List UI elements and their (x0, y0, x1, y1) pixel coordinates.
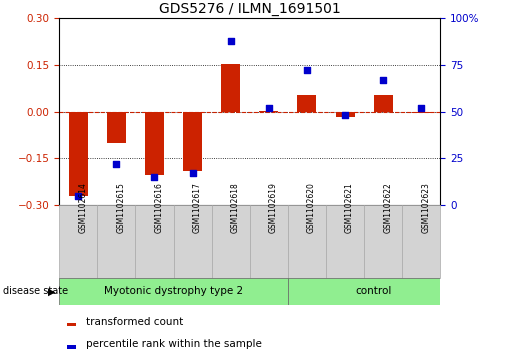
Bar (373, 95, 392, 112)
Bar (97, 205, 135, 278)
Bar (135, 205, 174, 278)
Bar (67, 345, 76, 348)
Point (417, 105, 425, 111)
Bar (174, 205, 212, 278)
Bar (335, 112, 354, 117)
Text: ▶: ▶ (48, 286, 56, 296)
Text: GSM1102623: GSM1102623 (421, 182, 430, 233)
Title: GDS5276 / ILMN_1691501: GDS5276 / ILMN_1691501 (159, 2, 340, 16)
Text: control: control (355, 286, 392, 296)
Point (341, 113, 349, 118)
Point (74, 193, 82, 199)
Text: Myotonic dystrophy type 2: Myotonic dystrophy type 2 (104, 286, 243, 296)
Bar (326, 205, 364, 278)
Bar (288, 278, 459, 305)
Text: GSM1102618: GSM1102618 (231, 182, 239, 233)
Point (188, 170, 197, 176)
Text: GSM1102617: GSM1102617 (193, 182, 201, 233)
Bar (68, 112, 88, 196)
Bar (107, 112, 126, 143)
Text: transformed count: transformed count (86, 317, 183, 327)
Bar (59, 278, 288, 305)
Text: GSM1102620: GSM1102620 (307, 182, 316, 233)
Text: GSM1102621: GSM1102621 (345, 182, 354, 233)
Text: GSM1102622: GSM1102622 (383, 182, 392, 233)
Bar (364, 205, 402, 278)
Point (112, 161, 121, 167)
Bar (402, 205, 440, 278)
Text: disease state: disease state (3, 286, 67, 296)
Bar (183, 112, 202, 171)
Bar (288, 205, 326, 278)
Text: GSM1102616: GSM1102616 (154, 182, 163, 233)
Bar (59, 205, 97, 278)
Text: GSM1102614: GSM1102614 (78, 182, 87, 233)
Bar (250, 205, 288, 278)
Point (379, 77, 387, 83)
Bar (221, 64, 240, 112)
Point (227, 38, 235, 44)
Text: percentile rank within the sample: percentile rank within the sample (86, 339, 262, 349)
Text: GSM1102615: GSM1102615 (116, 182, 125, 233)
Bar (259, 111, 278, 112)
Point (265, 105, 273, 111)
Bar (145, 112, 164, 175)
Bar (411, 112, 431, 113)
Bar (212, 205, 250, 278)
Point (303, 68, 311, 73)
Point (150, 174, 159, 180)
Text: GSM1102619: GSM1102619 (269, 182, 278, 233)
Bar (67, 323, 76, 326)
Bar (297, 95, 316, 112)
